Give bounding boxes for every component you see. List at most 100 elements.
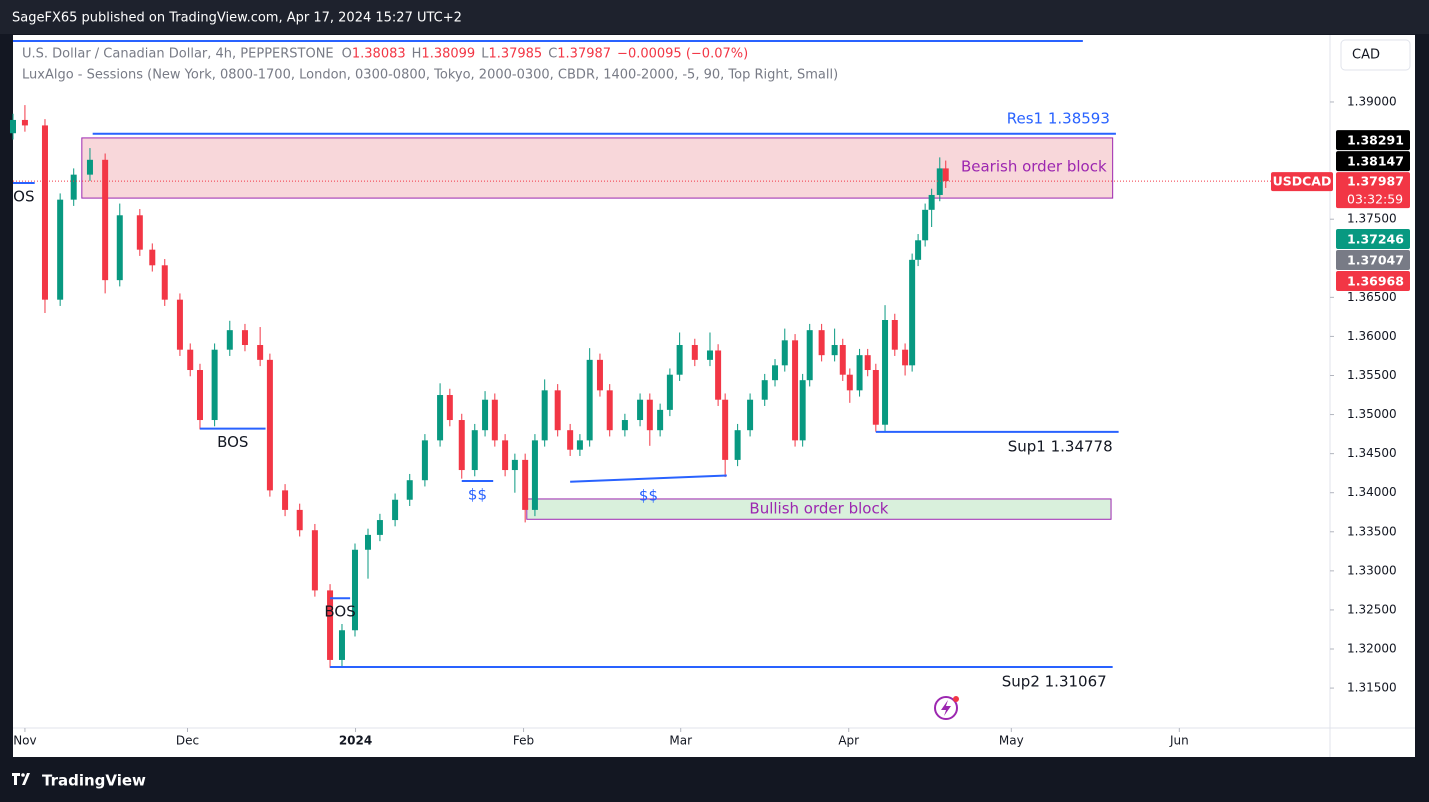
candle-body	[196, 370, 203, 421]
candle-body	[891, 320, 898, 350]
price-tag-label: 1.37047	[1347, 253, 1404, 268]
structure-line	[570, 474, 727, 483]
y-tick-label: 1.35500	[1347, 368, 1397, 382]
y-tick-label: 1.31500	[1347, 681, 1397, 695]
top-bar	[0, 0, 1429, 34]
legend-key: H	[412, 47, 422, 62]
candle-body	[376, 520, 383, 535]
x-tick-label: Dec	[176, 734, 199, 748]
alert-dot[interactable]	[953, 696, 959, 702]
countdown-label: 03:32:59	[1347, 192, 1403, 207]
price-tag	[1336, 250, 1410, 271]
candle-body	[936, 168, 943, 195]
candle-body	[10, 119, 16, 134]
candle-body	[734, 430, 741, 460]
plot: Res1 1.38593 Sup1 1.34778 Sup2 1.31067 Bear…	[10, 39, 1330, 690]
legend-key: L	[481, 47, 489, 62]
legend-key: C	[548, 47, 557, 62]
level-label: Res1 1.38593	[1007, 109, 1110, 127]
y-tick-label: 1.39000	[1347, 94, 1397, 108]
footer-logo	[12, 773, 30, 785]
candle-body	[364, 534, 371, 550]
candle-body	[706, 350, 713, 360]
alert-icon[interactable]	[934, 696, 959, 720]
x-tick-label: Feb	[513, 734, 534, 748]
candle-body	[596, 359, 603, 391]
candle-body	[116, 215, 123, 281]
candle-body	[406, 480, 413, 500]
y-tick-label: 1.36500	[1347, 290, 1397, 304]
candle-body	[102, 159, 109, 281]
candle-body	[338, 630, 345, 660]
legend-key: O	[342, 47, 352, 62]
candle-body	[482, 399, 489, 431]
price-tag-label: 1.38147	[1347, 154, 1404, 169]
x-tick-label: Nov	[13, 734, 36, 748]
currency-label[interactable]: CAD	[1352, 48, 1380, 63]
candle-body	[296, 509, 303, 531]
x-tick-label: 2024	[339, 734, 372, 748]
candle-body	[799, 380, 806, 441]
alert-ring[interactable]	[934, 696, 958, 720]
level-label: Sup1 1.34778	[1008, 437, 1113, 455]
candle-body	[856, 355, 863, 391]
candle-body	[657, 409, 664, 431]
candle-body	[872, 370, 879, 425]
candle-body	[691, 345, 698, 360]
candle-body	[176, 299, 183, 350]
structure-label: OS	[13, 188, 34, 206]
candle-body	[781, 340, 788, 366]
candle-body	[637, 399, 644, 421]
candle-body	[136, 215, 143, 250]
candle-body	[311, 530, 318, 591]
x-tick-label: Apr	[838, 734, 859, 748]
candle-body	[676, 345, 683, 375]
candle-body	[606, 390, 613, 431]
candle-body	[922, 209, 929, 241]
candle-body	[266, 359, 273, 491]
y-tick-label: 1.35000	[1347, 407, 1397, 421]
legend-indicator: LuxAlgo - Sessions (New York, 0800-1700,…	[22, 68, 838, 83]
alert-bolt[interactable]	[941, 700, 951, 716]
candle-body	[806, 330, 813, 381]
price-tag-label: 1.36968	[1347, 274, 1404, 289]
candle-body	[915, 240, 922, 260]
candle-body	[351, 549, 358, 631]
y-tick-label: 1.34000	[1347, 485, 1397, 499]
price-tag	[1336, 229, 1410, 250]
order-block-label: Bearish order block	[961, 157, 1107, 175]
candle-body	[554, 390, 561, 431]
legend-value: 1.38083	[352, 47, 406, 62]
logo-dot	[21, 773, 25, 777]
candle-body	[511, 459, 518, 471]
candle-body	[149, 249, 156, 266]
y-tick-label: 1.33000	[1347, 563, 1397, 577]
legend-symbol: U.S. Dollar / Canadian Dollar, 4h, PEPPE…	[22, 47, 334, 62]
candle-body	[226, 330, 233, 350]
order-block	[81, 137, 1114, 199]
candle-body	[458, 420, 465, 471]
candle-body	[747, 399, 754, 431]
y-tick-label: 1.34500	[1347, 446, 1397, 460]
candle-body	[282, 490, 289, 510]
candle-body	[522, 459, 529, 510]
candle-body	[421, 440, 428, 481]
candle-body	[471, 430, 478, 471]
candle-body	[846, 374, 853, 391]
currency-button[interactable]	[1340, 39, 1411, 71]
candle-body	[541, 390, 548, 441]
candle-body	[437, 395, 444, 441]
y-tick-label: 1.36000	[1347, 329, 1397, 343]
legend-value: 1.37987	[557, 47, 611, 62]
x-tick-label: May	[999, 734, 1024, 748]
order-block-label: Bullish order block	[749, 500, 888, 518]
candle-body	[942, 168, 949, 182]
candle-body	[70, 174, 77, 200]
candle-body	[211, 349, 218, 421]
candle-body	[446, 395, 453, 421]
candle-body	[928, 194, 935, 210]
candle-body	[722, 399, 729, 460]
candle-body	[502, 440, 509, 471]
price-tag	[1336, 151, 1410, 172]
